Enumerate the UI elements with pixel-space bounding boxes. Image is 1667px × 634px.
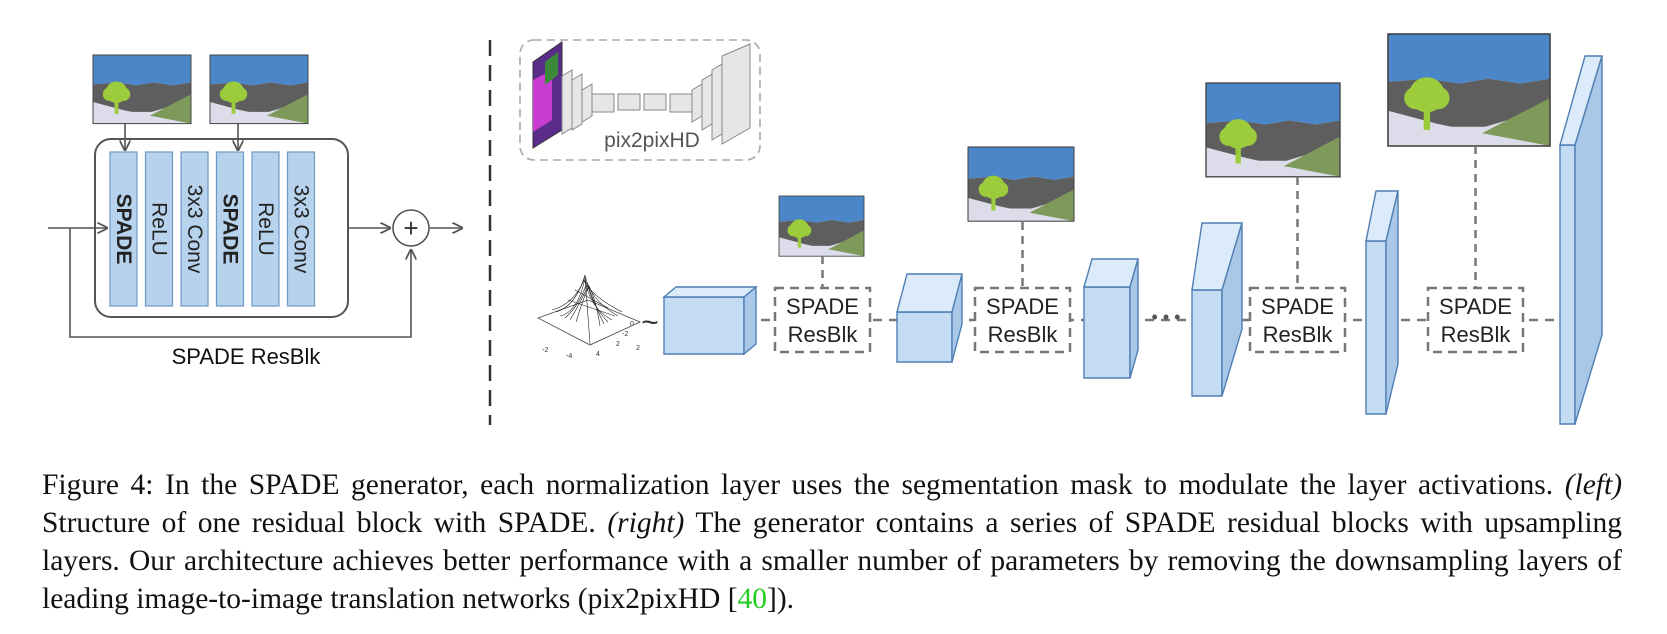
feature-volume bbox=[1365, 190, 1399, 415]
block-label: SPADE ResBlk bbox=[172, 344, 322, 369]
plot-tick: 4 bbox=[596, 351, 600, 358]
feature-volume bbox=[662, 285, 758, 356]
figure-caption: Figure 4: In the SPADE generator, each n… bbox=[42, 466, 1622, 618]
segmentation-mask-image bbox=[92, 54, 192, 125]
resblk-label: SPADE bbox=[986, 294, 1059, 319]
feature-volume bbox=[1083, 258, 1139, 379]
feature-volume bbox=[896, 273, 963, 363]
pix2pixhd-inset: pix2pixHD bbox=[519, 39, 761, 161]
spade-resblk-box bbox=[973, 286, 1072, 354]
resblk-label: SPADE bbox=[786, 294, 859, 319]
layer-stack: SPADE ReLU 3x3 Conv SPADE ReLU 3x3 Conv bbox=[109, 151, 316, 307]
feature-volume bbox=[1559, 55, 1603, 425]
layer-box bbox=[251, 151, 280, 307]
sum-symbol: + bbox=[403, 213, 418, 243]
layer-box bbox=[144, 151, 174, 307]
segmentation-mask-image bbox=[778, 195, 865, 257]
caption-sentence: In the SPADE generator, each normalizati… bbox=[165, 469, 1554, 501]
right-tag: (right) bbox=[607, 507, 685, 539]
resblk-label: ResBlk bbox=[1441, 322, 1512, 347]
left-tag: (left) bbox=[1564, 469, 1623, 501]
right-description: The generator contains a series of SPADE… bbox=[42, 507, 1623, 615]
layer-box bbox=[286, 151, 316, 307]
resblk-group: SPADE ResBlk SPADE ResBlk SPADE ResBlk SPADE Re… bbox=[773, 146, 1525, 354]
resblk-label: SPADE bbox=[1439, 294, 1512, 319]
ellipsis: • • • bbox=[1152, 307, 1181, 327]
spade-resblk-box bbox=[773, 286, 872, 354]
spade-resblk-box bbox=[1248, 286, 1347, 354]
tilde-symbol: ~ bbox=[641, 306, 659, 339]
resblk-label: SPADE bbox=[1261, 294, 1334, 319]
citation-link[interactable]: 40 bbox=[737, 583, 768, 615]
plot-tick: 0 bbox=[630, 321, 634, 328]
layer-box bbox=[180, 151, 209, 307]
segmentation-mask-image bbox=[1205, 82, 1341, 178]
layer-label: 3x3 Conv bbox=[183, 185, 206, 274]
plot-tick: 2 bbox=[636, 345, 640, 352]
left-description: Structure of one residual block with SPA… bbox=[42, 507, 596, 539]
figure-label: Figure 4: bbox=[42, 469, 154, 501]
caption-ending: ]). bbox=[767, 583, 795, 615]
spade-figure: SPADE ReLU 3x3 Conv SPADE ReLU 3x3 Conv + SPA… bbox=[48, 33, 1603, 425]
plot-tick: -4 bbox=[566, 353, 572, 360]
plot-tick: -2 bbox=[622, 331, 628, 338]
spade-resblk-box bbox=[1426, 286, 1525, 354]
resblk-label: ResBlk bbox=[988, 322, 1059, 347]
layer-box bbox=[109, 151, 138, 307]
layer-label: SPADE bbox=[219, 194, 242, 265]
plot-tick: 2 bbox=[616, 341, 620, 348]
sum-node bbox=[392, 209, 430, 247]
left-panel: SPADE ReLU 3x3 Conv SPADE ReLU 3x3 Conv + SPA… bbox=[48, 54, 462, 369]
segmentation-mask-image bbox=[967, 146, 1075, 222]
right-panel: pix2pixHD -2 -4 2 -2 0 2 4 ~ bbox=[519, 33, 1603, 425]
gaussian-noise-plot: -2 -4 2 -2 0 2 4 bbox=[537, 274, 641, 360]
resblk-label: ResBlk bbox=[1263, 322, 1334, 347]
skip-connection bbox=[69, 228, 411, 338]
segmentation-mask-image bbox=[1387, 33, 1551, 147]
segmentation-mask-image bbox=[209, 54, 309, 125]
layer-label: ReLU bbox=[148, 202, 171, 256]
resblk-label: ResBlk bbox=[788, 322, 859, 347]
layer-label: SPADE bbox=[112, 194, 135, 265]
layer-label: 3x3 Conv bbox=[290, 185, 313, 274]
feature-volume bbox=[1191, 222, 1243, 397]
pix2pixhd-label: pix2pixHD bbox=[604, 129, 700, 152]
layer-box bbox=[215, 151, 245, 307]
layer-label: ReLU bbox=[254, 202, 277, 256]
plot-tick: -2 bbox=[542, 347, 548, 354]
